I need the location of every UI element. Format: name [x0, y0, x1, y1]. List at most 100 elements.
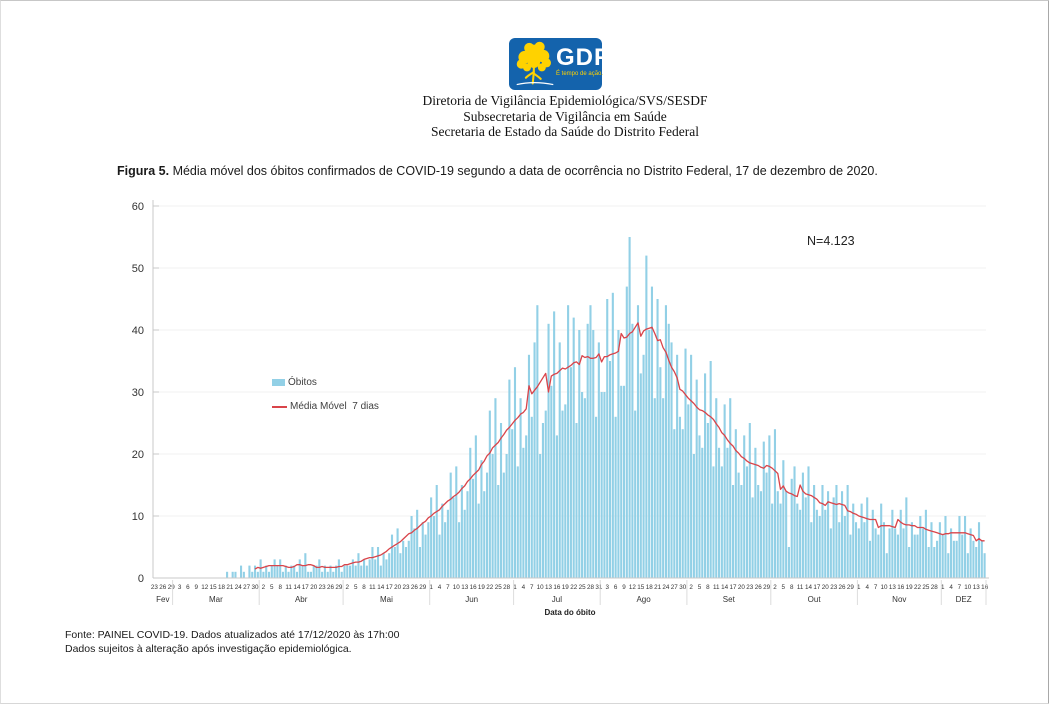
bar-day-179 — [653, 398, 656, 578]
bar-day-51 — [295, 571, 299, 578]
bar-day-249 — [849, 534, 852, 578]
x-tick-label: 10 — [453, 584, 461, 591]
x-tick-label: 29 — [335, 584, 343, 591]
media-movel-legend-label: Média Móvel 7 dias — [290, 401, 379, 412]
bar-day-241 — [827, 491, 830, 578]
bar-day-219 — [765, 472, 768, 578]
org-header: Diretoria de Vigilância Epidemiológica/S… — [145, 93, 985, 140]
x-tick-label: 1 — [429, 584, 433, 591]
bar-day-225 — [782, 460, 785, 578]
x-tick-label: 15 — [210, 584, 218, 591]
bar-day-193 — [692, 454, 695, 578]
bar-day-28 — [231, 571, 234, 578]
bar-day-277 — [927, 547, 930, 578]
bar-day-153 — [581, 392, 584, 578]
x-tick-label: 7 — [446, 584, 450, 591]
bar-day-269 — [905, 497, 908, 578]
bar-day-223 — [776, 491, 779, 578]
bar-day-78 — [371, 547, 374, 578]
x-tick-label: 23 — [319, 584, 327, 591]
bar-day-162 — [606, 299, 609, 578]
bar-day-203 — [720, 466, 723, 578]
bar-day-130 — [516, 466, 519, 578]
bar-day-74 — [360, 565, 363, 578]
bar-day-267 — [899, 509, 902, 578]
x-tick-label: 8 — [790, 584, 794, 591]
bar-day-265 — [894, 528, 897, 578]
bar-day-113 — [469, 447, 472, 578]
bar-day-182 — [662, 398, 665, 578]
y-axis-labels: 0 10 20 30 40 50 60 — [132, 201, 144, 585]
x-axis-month-labels: Fev Mar Abr Mai Jun Jul Ago Set Out Nov DEZ — [156, 580, 987, 605]
logo-text-block: GDF É tempo de ação. — [556, 45, 610, 77]
bar-day-83 — [385, 559, 388, 578]
bar-day-96 — [421, 522, 424, 578]
figure-title: Figura 5. Média móvel dos óbitos confirm… — [117, 164, 949, 178]
bar-day-253 — [860, 503, 863, 578]
x-tick-label: 14 — [293, 584, 301, 591]
legend-item-media-movel: Média Móvel 7 dias — [272, 400, 379, 413]
bar-day-187 — [676, 354, 679, 578]
x-tick-label: 16 — [981, 584, 989, 591]
bar-day-77 — [368, 559, 371, 578]
bar-day-239 — [821, 485, 824, 578]
obitos-legend-label: Óbitos — [288, 377, 317, 388]
media-movel-line — [254, 322, 985, 570]
x-tick-label: 17 — [302, 584, 310, 591]
bar-day-288 — [958, 516, 961, 578]
x-tick-label: 27 — [243, 584, 251, 591]
bar-day-103 — [441, 503, 444, 578]
x-tick-label: 11 — [285, 584, 292, 591]
bar-day-231 — [799, 509, 802, 578]
x-tick-label: 13 — [545, 584, 553, 591]
bar-day-64 — [332, 571, 335, 578]
bar-day-141 — [547, 323, 550, 578]
y-tick-label: 40 — [132, 325, 144, 337]
bar-day-41 — [267, 571, 271, 578]
bar-day-263 — [888, 528, 891, 578]
bar-day-227 — [787, 547, 790, 578]
bar-day-285 — [950, 528, 953, 578]
bar-day-242 — [829, 528, 832, 578]
x-tick-label: 11 — [713, 584, 720, 591]
x-tick-label: 12 — [629, 584, 637, 591]
x-tick-label: 20 — [822, 584, 830, 591]
bar-day-84 — [388, 553, 391, 578]
x-tick-label: 16 — [553, 584, 561, 591]
x-tick-label: 1 — [513, 584, 517, 591]
bar-day-143 — [553, 311, 556, 578]
x-tick-label: 23 — [830, 584, 838, 591]
obitos-bar-swatch — [272, 379, 285, 386]
x-tick-label: 7 — [958, 584, 962, 591]
chart-legend: Óbitos Média Móvel 7 dias — [272, 376, 379, 424]
bar-day-72 — [354, 565, 357, 578]
bar-day-232 — [801, 472, 804, 578]
bar-day-173 — [636, 305, 640, 578]
x-tick-label: 13 — [973, 584, 981, 591]
month-label: Abr — [295, 595, 308, 604]
x-tick-label: 27 — [671, 584, 679, 591]
x-tick-label: 28 — [503, 584, 511, 591]
bar-day-190 — [684, 348, 687, 578]
bar-day-284 — [947, 553, 950, 578]
bar-day-154 — [583, 398, 586, 578]
x-tick-label: 4 — [438, 584, 442, 591]
bar-day-137 — [536, 305, 539, 578]
x-tick-label: 5 — [698, 584, 702, 591]
bar-day-196 — [701, 447, 704, 578]
n-total-label: N=4.123 — [807, 234, 855, 248]
bar-day-40 — [265, 565, 268, 578]
bar-day-70 — [349, 565, 352, 578]
bar-day-259 — [877, 534, 880, 578]
bar-day-29 — [234, 571, 237, 578]
x-tick-label: 8 — [362, 584, 366, 591]
bar-day-222 — [773, 429, 777, 578]
bar-day-296 — [980, 540, 983, 578]
bar-day-290 — [963, 516, 967, 578]
bar-day-133 — [525, 435, 528, 578]
bar-day-230 — [796, 503, 799, 578]
bar-day-220 — [768, 435, 771, 578]
month-label: Set — [723, 595, 736, 604]
bar-day-37 — [256, 571, 259, 578]
bar-day-101 — [435, 485, 438, 578]
